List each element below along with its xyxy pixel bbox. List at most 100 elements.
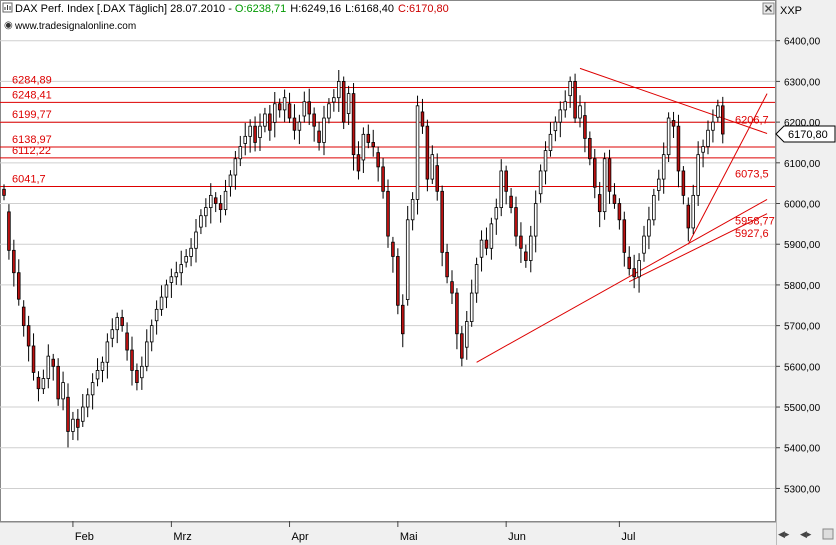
candle-body [588, 137, 592, 160]
close-value: C:6170,80 [398, 3, 449, 15]
candle-body [115, 317, 119, 331]
candle-body [602, 158, 607, 213]
trendline-label: 5927,6 [735, 228, 769, 240]
candle-body [297, 121, 302, 131]
candle-body [209, 194, 213, 208]
candle-body [420, 111, 425, 127]
y-axis-panel [776, 0, 836, 545]
candle-body [199, 215, 203, 228]
x-axis-panel [0, 522, 776, 545]
level-label: 6199,77 [12, 109, 52, 121]
candle-body [273, 103, 277, 123]
candle-body [386, 190, 390, 237]
scroll-left-button[interactable]: ◀▸ [778, 529, 790, 539]
candle-body [2, 188, 6, 196]
candle-body [450, 281, 454, 294]
candle-body [317, 130, 321, 143]
y-tick-label: 6200,00 [784, 118, 821, 129]
candle-body [169, 276, 174, 283]
candle-body [95, 369, 100, 380]
candle-body [341, 81, 346, 123]
y-tick-label: 5800,00 [784, 281, 821, 292]
candle-body [445, 251, 449, 278]
candle-body [351, 93, 356, 156]
candle-body [529, 235, 533, 261]
candlesticks [2, 70, 725, 448]
y-tick-label: 5600,00 [784, 362, 821, 373]
scroll-right-button[interactable]: ◀▸ [800, 529, 812, 539]
candle-body [322, 117, 326, 143]
candle-body [612, 194, 617, 204]
candle-body [100, 361, 105, 371]
last-price-marker [775, 125, 836, 143]
candle-body [401, 304, 405, 335]
candle-body [120, 317, 124, 327]
trendline [629, 213, 768, 283]
candle-body [277, 103, 282, 111]
candle-body [312, 113, 316, 127]
x-axis: Feb Mrz Apr Mai Jun Jul [72, 521, 635, 543]
close-chart-button[interactable] [762, 2, 775, 15]
candle-body [135, 369, 139, 384]
candle-body [46, 355, 51, 379]
candle-body [430, 154, 435, 180]
x-tick-label: Jun [508, 531, 526, 543]
zoom-button[interactable] [822, 528, 834, 540]
candle-body [657, 178, 661, 191]
candle-body [716, 105, 720, 118]
candle-body [666, 117, 671, 156]
candle-body [361, 133, 366, 161]
candle-body [469, 292, 474, 322]
globe-icon: ◉ [4, 20, 13, 31]
candle-body [327, 103, 331, 119]
candle-body [524, 251, 528, 261]
candle-body [263, 113, 267, 127]
candle-body [85, 394, 90, 408]
candle-body [711, 121, 715, 131]
candle-body [184, 256, 188, 263]
candle-body [435, 165, 439, 192]
candle-body [686, 204, 691, 229]
candle-body [701, 146, 705, 153]
y-tick-label: 5400,00 [784, 444, 821, 455]
candle-body [617, 203, 622, 221]
candle-body [543, 150, 548, 172]
candle-body [376, 152, 380, 168]
candle-body [460, 333, 464, 359]
candle-body [223, 190, 228, 211]
candle-body [81, 406, 85, 422]
y-tick-label: 5300,00 [784, 484, 821, 495]
x-tick-label: Apr [292, 531, 309, 543]
candle-body [332, 97, 336, 103]
candle-body [282, 97, 287, 111]
open-value: O:6238,71 [235, 3, 286, 15]
candle-body [218, 203, 223, 211]
plot-area [0, 0, 776, 522]
candle-body [425, 125, 430, 180]
candle-body [149, 325, 154, 343]
y-tick-label: 6300,00 [784, 77, 821, 88]
candle-body [696, 154, 700, 196]
candle-body [597, 194, 602, 213]
y-axis: 6400,00 6300,00 6200,00 6100,00 6000,00 5900,… [775, 37, 836, 495]
candle-body [479, 239, 484, 258]
candle-body [637, 260, 641, 278]
candle-body [671, 120, 676, 127]
candle-body [213, 197, 218, 204]
candle-body [410, 199, 415, 221]
candle-body [489, 223, 494, 249]
last-price-label: 6170,80 [788, 129, 828, 141]
candle-body [268, 113, 272, 131]
candle-body [573, 81, 577, 119]
candle-body [287, 103, 292, 119]
y-tick-label: 6400,00 [784, 37, 821, 48]
candle-body [415, 105, 420, 200]
x-tick-label: Mrz [173, 531, 191, 543]
candle-body [538, 170, 543, 195]
candle-body [7, 211, 11, 251]
y-tick-label: 5700,00 [784, 322, 821, 333]
candle-body [533, 203, 538, 237]
candle-body [642, 235, 646, 254]
